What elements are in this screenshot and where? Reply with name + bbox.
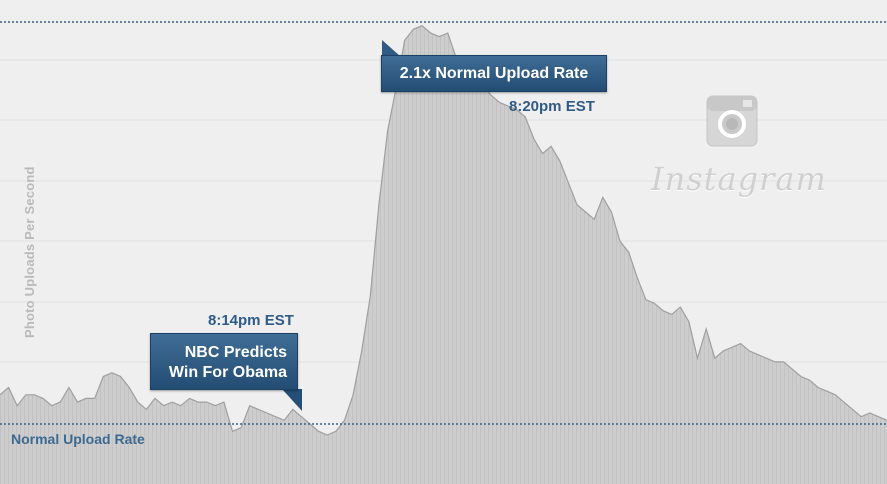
nbc-callout-line-1: NBC Predicts (184, 344, 287, 361)
nbc-callout-line-2: Win For Obama (168, 364, 287, 381)
normal-rate-label: Normal Upload Rate (11, 431, 145, 447)
nbc-callout-pointer (282, 389, 302, 411)
y-axis-label: Photo Uploads Per Second (22, 166, 37, 338)
area-series (0, 25, 887, 484)
camera-icon (706, 95, 758, 147)
area-fill (0, 25, 887, 484)
peak-callout: 2.1x Normal Upload Rate (381, 55, 607, 92)
instagram-wordmark: Instagram (651, 160, 827, 198)
nbc-callout: NBC Predicts Win For Obama (150, 333, 298, 390)
peak-time-label: 8:20pm EST (509, 98, 595, 115)
area-outline (0, 25, 887, 436)
nbc-time-label: 8:14pm EST (208, 312, 294, 329)
